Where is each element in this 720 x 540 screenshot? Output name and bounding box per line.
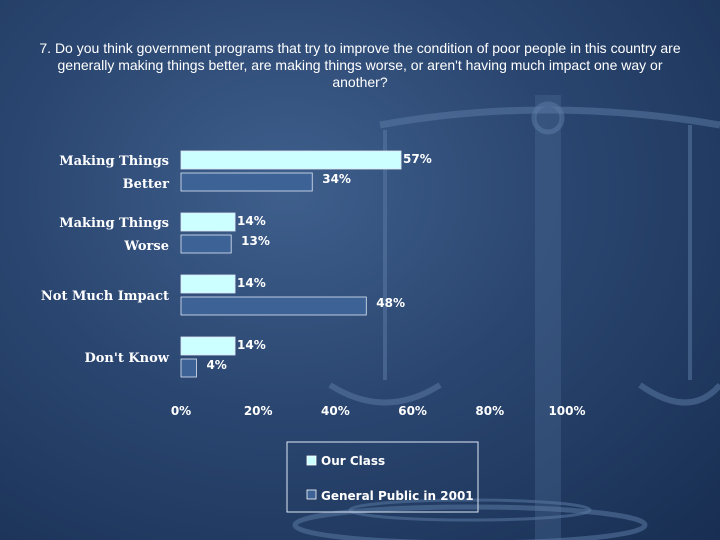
data-labels: 57% 34% 14% 13% 14% 48% 14% 4% bbox=[206, 152, 431, 372]
bars bbox=[180, 150, 402, 378]
x-tick-label: 100% bbox=[548, 404, 585, 418]
data-label: 57% bbox=[403, 152, 432, 166]
legend: Our Class General Public in 2001 bbox=[286, 441, 479, 513]
bar bbox=[180, 212, 236, 232]
bar bbox=[180, 172, 313, 192]
data-label: 4% bbox=[206, 358, 226, 372]
legend-box bbox=[286, 441, 479, 513]
bar bbox=[180, 150, 402, 170]
x-axis-ticks: 0% 20% 40% 60% 80% 100% bbox=[171, 404, 586, 418]
data-label: 48% bbox=[376, 296, 405, 310]
bar bbox=[180, 234, 232, 254]
category-label: Better bbox=[123, 177, 170, 192]
x-tick-label: 60% bbox=[398, 404, 427, 418]
data-label: 34% bbox=[322, 172, 351, 186]
data-label: 14% bbox=[237, 338, 266, 352]
bar bbox=[180, 296, 367, 316]
category-label: Making Things bbox=[59, 216, 169, 231]
data-label: 14% bbox=[237, 214, 266, 228]
legend-swatch-our-class bbox=[306, 455, 317, 466]
data-label: 13% bbox=[241, 234, 270, 248]
category-label: Making Things bbox=[59, 154, 169, 169]
bar bbox=[180, 336, 236, 356]
x-tick-label: 40% bbox=[321, 404, 350, 418]
category-label: Not Much Impact bbox=[41, 289, 169, 304]
legend-label-our-class: Our Class bbox=[321, 454, 385, 468]
category-label: Worse bbox=[123, 239, 169, 254]
data-label: 14% bbox=[237, 276, 266, 290]
legend-label-general-public: General Public in 2001 bbox=[321, 489, 474, 503]
legend-swatch-general-public bbox=[306, 489, 317, 500]
x-tick-label: 0% bbox=[171, 404, 191, 418]
bar bbox=[180, 358, 197, 378]
category-labels: Making Things Better Making Things Worse Not… bbox=[41, 154, 170, 366]
x-tick-label: 80% bbox=[475, 404, 504, 418]
x-tick-label: 20% bbox=[244, 404, 273, 418]
category-label: Don't Know bbox=[84, 351, 169, 366]
chart-title: 7. Do you think government programs that… bbox=[39, 40, 681, 90]
bar bbox=[180, 274, 236, 294]
